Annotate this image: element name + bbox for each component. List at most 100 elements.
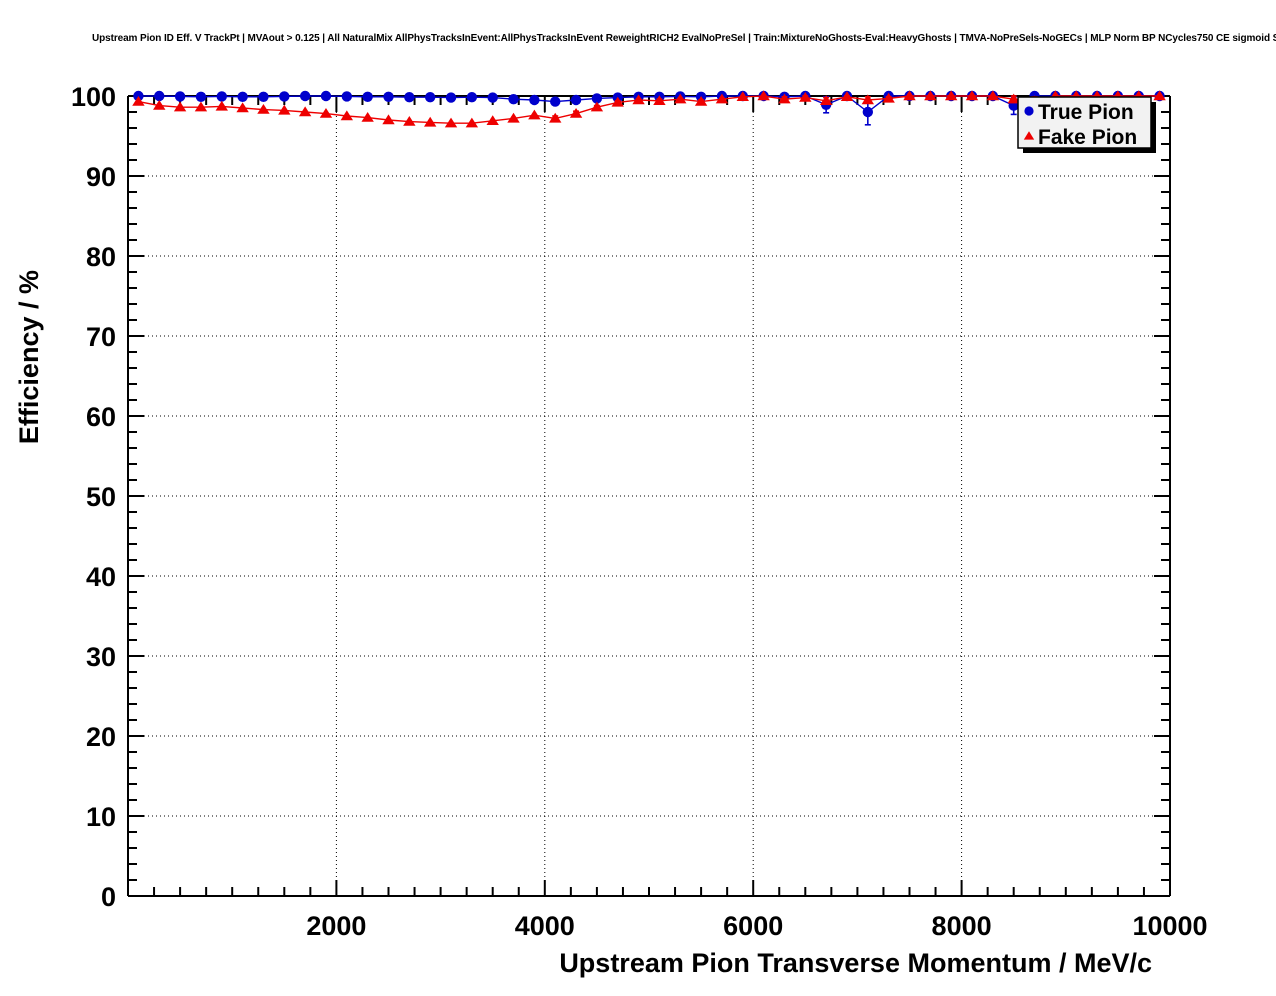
- legend-circle-marker-icon: [1024, 106, 1034, 116]
- data-point-marker: [132, 96, 145, 106]
- data-point-marker: [986, 90, 1000, 101]
- y-tick-label: 100: [71, 82, 116, 112]
- data-point-marker: [590, 101, 604, 112]
- data-point-marker: [174, 91, 186, 102]
- data-point-marker: [965, 90, 979, 101]
- data-point-marker: [903, 90, 916, 101]
- data-point-marker: [382, 114, 395, 125]
- legend-entry-label: Fake Pion: [1038, 126, 1137, 149]
- legend-entry-fake-pion[interactable]: Fake Pion: [1023, 126, 1137, 149]
- data-point-marker: [319, 108, 333, 118]
- axis-ticks: [127, 95, 1171, 897]
- data-point-marker: [757, 90, 770, 101]
- data-point-marker: [507, 112, 520, 123]
- data-point-marker: [362, 91, 373, 103]
- legend-triangle-marker-icon: [1023, 131, 1035, 140]
- y-tick-label: 30: [86, 642, 116, 672]
- data-point-marker: [778, 93, 791, 104]
- data-point-marker: [444, 117, 458, 128]
- data-point-marker: [944, 90, 958, 101]
- data-point-marker: [299, 90, 311, 102]
- data-point-marker: [278, 104, 291, 115]
- data-point-marker: [819, 95, 833, 105]
- x-tick-labels: 2000 4000 6000 8000 10000: [306, 911, 1207, 941]
- data-point-marker: [445, 92, 457, 103]
- data-point-marker: [154, 90, 165, 102]
- x-tick-label: 10000: [1132, 911, 1207, 941]
- data-point-marker: [153, 100, 166, 110]
- data-point-marker: [882, 92, 895, 103]
- data-point-marker: [736, 91, 749, 101]
- legend-entry-true-pion[interactable]: True Pion: [1024, 101, 1134, 124]
- data-point-marker: [550, 96, 561, 107]
- data-point-marker: [487, 92, 498, 103]
- data-series-layer: [132, 90, 1166, 128]
- y-axis-title: Efficiency / %: [14, 270, 44, 444]
- data-point-marker: [424, 92, 436, 103]
- data-point-marker: [529, 94, 540, 106]
- data-point-marker: [674, 93, 687, 104]
- data-point-marker: [486, 115, 499, 125]
- x-tick-label: 8000: [932, 911, 992, 941]
- data-point-marker: [715, 93, 729, 104]
- data-point-marker: [173, 101, 187, 112]
- data-point-marker: [591, 93, 603, 104]
- grid-lines: [128, 96, 1170, 896]
- y-tick-label: 90: [86, 162, 116, 192]
- y-tick-label: 80: [86, 242, 116, 272]
- legend-box[interactable]: [1017, 96, 1152, 149]
- data-point-marker: [216, 91, 227, 102]
- data-point-marker: [258, 91, 269, 103]
- y-tick-label: 60: [86, 402, 116, 432]
- x-axis-title: Upstream Pion Transverse Momentum / MeV/…: [559, 948, 1152, 978]
- data-point-marker: [465, 117, 479, 128]
- legend-entry-label: True Pion: [1038, 101, 1134, 124]
- data-point-marker: [257, 104, 270, 114]
- y-tick-label: 70: [86, 322, 116, 352]
- data-point-marker: [194, 101, 208, 112]
- plot-title: Upstream Pion ID Eff. V TrackPt | MVAout…: [92, 33, 1276, 44]
- data-point-marker: [361, 112, 374, 122]
- data-point-marker: [611, 96, 624, 107]
- y-tick-label: 20: [86, 722, 116, 752]
- data-point-marker: [862, 106, 874, 118]
- data-point-marker: [340, 110, 354, 121]
- data-point-marker: [861, 94, 875, 105]
- data-point-marker: [508, 94, 519, 105]
- data-point-marker: [341, 91, 353, 102]
- x-tick-label: 2000: [306, 911, 366, 941]
- data-point-marker: [404, 92, 415, 103]
- data-point-marker: [569, 108, 583, 118]
- data-point-marker: [549, 112, 562, 123]
- data-point-marker: [799, 92, 812, 102]
- y-tick-label: 0: [101, 882, 116, 912]
- data-point-marker: [279, 91, 290, 102]
- data-point-marker: [237, 91, 248, 103]
- data-point-marker: [403, 116, 416, 126]
- x-tick-label: 6000: [723, 911, 783, 941]
- data-point-marker: [924, 90, 937, 101]
- data-point-marker: [632, 94, 645, 105]
- y-tick-label: 40: [86, 562, 116, 592]
- data-point-marker: [840, 91, 854, 101]
- data-point-marker: [570, 94, 582, 106]
- data-point-marker: [383, 91, 394, 103]
- y-tick-labels: 0 10 20 30 40 50 60 70 80 90 100: [71, 82, 116, 912]
- data-point-marker: [236, 102, 249, 113]
- data-point-marker: [1007, 93, 1020, 104]
- x-tick-label: 4000: [515, 911, 575, 941]
- data-point-marker: [694, 96, 708, 106]
- data-point-marker: [215, 100, 228, 111]
- data-point-marker: [423, 116, 437, 127]
- y-tick-label: 50: [86, 482, 116, 512]
- data-point-marker: [320, 90, 332, 102]
- data-point-marker: [528, 109, 541, 120]
- data-point-marker: [466, 92, 478, 103]
- data-point-marker: [298, 106, 312, 117]
- data-point-marker: [195, 91, 207, 103]
- y-tick-label: 10: [86, 802, 116, 832]
- data-point-marker: [653, 95, 666, 105]
